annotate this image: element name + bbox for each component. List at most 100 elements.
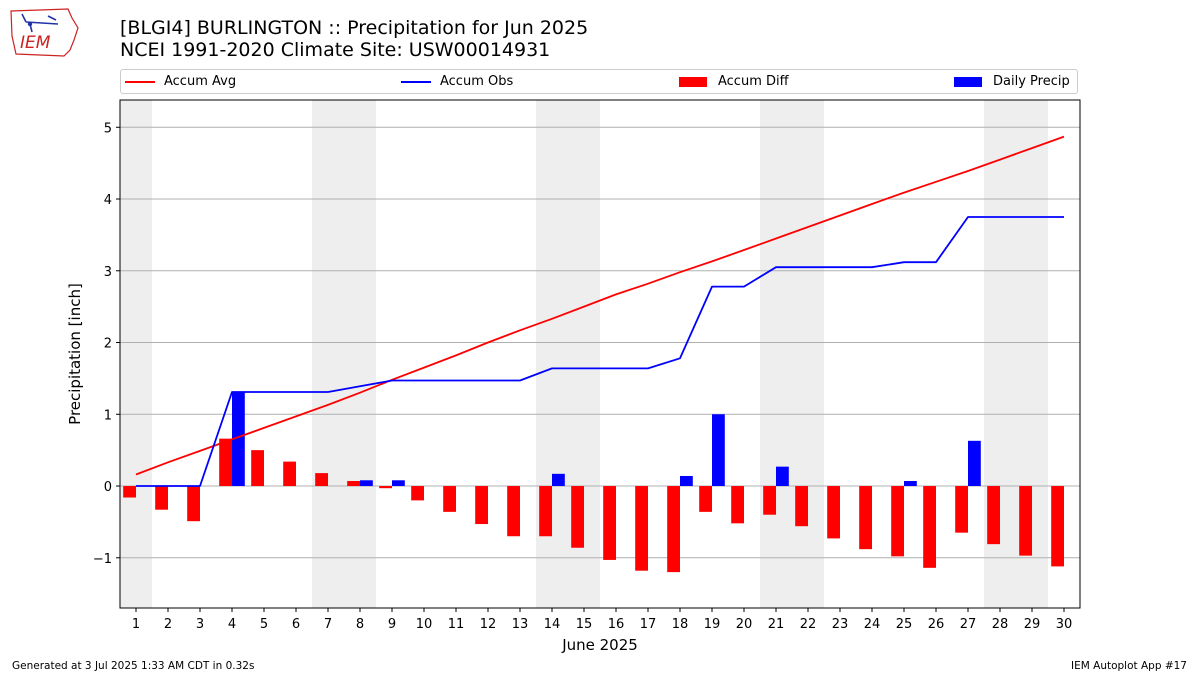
- daily-precip-bar: [552, 473, 565, 487]
- x-tick-label: 20: [736, 617, 753, 632]
- y-tick-label: 2: [104, 337, 112, 352]
- x-tick-label: 4: [228, 617, 236, 632]
- legend-item-daily-precip: Daily Precip: [954, 70, 1070, 93]
- y-tick-label: 4: [104, 193, 112, 208]
- weekend-shade: [120, 100, 152, 608]
- accum-diff-bar: [539, 486, 552, 537]
- accum-diff-bar: [891, 486, 904, 557]
- iowa-outline-icon: [10, 8, 79, 57]
- chart-title: [BLGI4] BURLINGTON :: Precipitation for …: [120, 17, 589, 39]
- accum-diff-bar: [379, 486, 392, 489]
- legend-swatch-accum-avg: [125, 80, 155, 83]
- x-tick-label: 26: [928, 617, 945, 632]
- accum-diff-bar: [283, 461, 296, 487]
- x-tick-label: 19: [704, 617, 721, 632]
- accum-diff-bar: [123, 486, 136, 498]
- legend-swatch-daily-precip: [954, 76, 982, 87]
- accum-diff-bar: [731, 486, 744, 524]
- accum-diff-bar: [187, 486, 200, 522]
- logo-text: IEM: [20, 33, 51, 53]
- accum-diff-bar: [155, 486, 168, 510]
- accum-diff-bar: [475, 486, 488, 525]
- x-tick-label: 12: [480, 617, 497, 632]
- accum-diff-bar: [1051, 486, 1064, 567]
- y-tick-label: 1: [104, 408, 112, 423]
- x-tick-label: 16: [608, 617, 625, 632]
- y-tick-label: 5: [104, 121, 112, 136]
- x-tick-label: 29: [1024, 617, 1041, 632]
- x-tick-label: 22: [800, 617, 817, 632]
- x-tick-label: 17: [640, 617, 657, 632]
- accum-diff-bar: [315, 473, 328, 487]
- daily-precip-bar: [232, 392, 245, 487]
- accum-diff-bar: [603, 486, 616, 560]
- x-tick-label: 11: [448, 617, 465, 632]
- accum-diff-bar: [795, 486, 808, 527]
- accum-diff-bar: [859, 486, 872, 550]
- x-tick-label: 14: [544, 617, 561, 632]
- legend-label-accum-diff: Accum Diff: [718, 74, 789, 89]
- x-tick-label: 24: [864, 617, 881, 632]
- x-tick-label: 21: [768, 617, 785, 632]
- legend-label-accum-obs: Accum Obs: [440, 74, 514, 89]
- x-tick-label: 2: [164, 617, 172, 632]
- daily-precip-bar: [360, 480, 373, 487]
- accum-diff-bar: [987, 486, 1000, 545]
- x-tick-label: 28: [992, 617, 1009, 632]
- x-tick-label: 18: [672, 617, 689, 632]
- iem-logo: IEM: [10, 8, 79, 57]
- accum-diff-bar: [443, 486, 456, 512]
- y-axis-label: Precipitation [inch]: [66, 283, 84, 425]
- legend-swatch-accum-diff: [679, 76, 707, 87]
- x-tick-label: 25: [896, 617, 913, 632]
- x-tick-label: 3: [196, 617, 204, 632]
- accum-diff-bar: [827, 486, 840, 539]
- x-tick-label: 9: [388, 617, 396, 632]
- accum-diff-bar: [667, 486, 680, 573]
- x-tick-label: 15: [576, 617, 593, 632]
- daily-precip-bar: [776, 466, 789, 487]
- accum-diff-bar: [699, 486, 712, 512]
- accum-obs-line: [136, 216, 1064, 487]
- x-tick-label: 6: [292, 617, 300, 632]
- x-tick-label: 5: [260, 617, 268, 632]
- footer-generated: Generated at 3 Jul 2025 1:33 AM CDT in 0…: [12, 660, 255, 672]
- x-tick-label: 10: [416, 617, 433, 632]
- accum-diff-bar: [955, 486, 968, 533]
- x-tick-label: 30: [1056, 617, 1073, 632]
- daily-precip-bar: [392, 480, 405, 487]
- x-tick-label: 1: [132, 617, 140, 632]
- accum-diff-bar: [219, 438, 232, 487]
- y-tick-label: −1: [93, 552, 112, 567]
- legend-item-accum-avg: Accum Avg: [125, 70, 236, 93]
- legend: Accum Avg Accum Obs Accum Diff Daily Pre…: [120, 69, 1078, 94]
- accum-diff-bar: [1019, 486, 1032, 556]
- accum-diff-bar: [411, 486, 424, 501]
- x-tick-label: 7: [324, 617, 332, 632]
- legend-swatch-accum-obs: [401, 80, 431, 83]
- legend-item-accum-diff: Accum Diff: [679, 70, 789, 93]
- accum-avg-line: [135, 135, 1065, 476]
- accum-diff-bar: [507, 486, 520, 537]
- x-tick-label: 23: [832, 617, 849, 632]
- accum-diff-bar: [571, 486, 584, 548]
- x-axis-label: June 2025: [561, 636, 638, 654]
- weekend-shade: [760, 100, 824, 608]
- y-tick-label: 0: [104, 480, 112, 495]
- accum-diff-bar: [251, 450, 264, 487]
- daily-precip-bar: [712, 414, 725, 487]
- daily-precip-bar: [680, 475, 693, 487]
- accum-diff-bar: [763, 486, 776, 515]
- legend-item-accum-obs: Accum Obs: [401, 70, 513, 93]
- weekend-shade: [312, 100, 376, 608]
- accum-diff-bar: [635, 486, 648, 571]
- legend-label-accum-avg: Accum Avg: [164, 74, 237, 89]
- x-tick-label: 27: [960, 617, 977, 632]
- weather-station-icon: [21, 13, 59, 33]
- footer-app: IEM Autoplot App #17: [1071, 660, 1187, 672]
- legend-label-daily-precip: Daily Precip: [993, 74, 1070, 89]
- chart-subtitle: NCEI 1991-2020 Climate Site: USW00014931: [120, 39, 551, 61]
- plot-frame: [119, 99, 1081, 609]
- accum-diff-bar: [347, 481, 360, 487]
